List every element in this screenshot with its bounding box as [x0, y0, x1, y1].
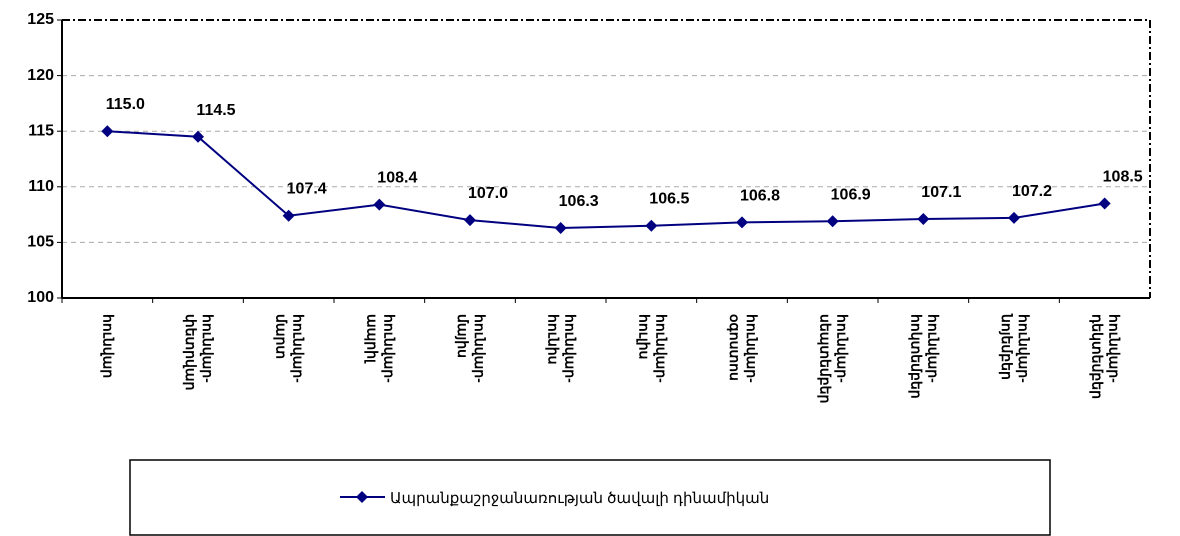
- legend-marker: [356, 491, 368, 503]
- value-label: 106.9: [831, 186, 871, 203]
- value-label: 108.4: [377, 170, 417, 187]
- x-tick-label-line: ապրիլ: [363, 314, 380, 364]
- x-tick-label-line: սեպտեմբեր: [817, 314, 834, 403]
- value-label: 106.5: [649, 191, 689, 208]
- value-label: 107.4: [287, 181, 327, 198]
- x-tick-label-line: հունվար-: [924, 314, 941, 383]
- x-tick-label-line: հունվար-: [562, 314, 579, 383]
- x-tick-label-line: մայիս: [454, 314, 471, 358]
- legend-box: [129, 459, 1051, 536]
- value-label: 108.5: [1103, 168, 1143, 185]
- x-tick-label: հունվար-ապրիլ: [363, 314, 397, 383]
- x-tick-label: հունվար: [99, 314, 116, 378]
- x-tick-label-line: մարտ: [273, 314, 290, 359]
- y-tick-label: 105: [27, 234, 54, 251]
- value-label: 115.0: [106, 96, 145, 113]
- x-tick-label-line: հունվար-: [290, 314, 307, 383]
- y-tick-label: 125: [27, 11, 54, 28]
- value-label: 107.1: [921, 184, 961, 201]
- marker: [1008, 211, 1020, 224]
- x-tick-label: հունվար-մայիս: [454, 314, 488, 383]
- marker: [1098, 197, 1111, 210]
- x-tick-label-line: նոյեմբեր: [998, 313, 1015, 380]
- value-label: 107.0: [468, 185, 508, 202]
- legend-label: Ապրանքաշրջանառության ծավալի դինամիկան: [390, 490, 769, 507]
- x-tick-label: հունվար-հունիս: [545, 314, 579, 383]
- x-tick-label: հունվար-դեկտեմբեր: [1089, 314, 1123, 399]
- marker: [373, 198, 386, 211]
- value-label: 107.2: [1012, 183, 1052, 200]
- x-tick-label-line: հուլիս: [635, 314, 652, 359]
- y-tick-label: 110: [28, 178, 54, 195]
- value-label: 106.3: [559, 193, 599, 210]
- marker: [917, 213, 930, 226]
- x-tick-label: հունվար-նոյեմբեր: [998, 313, 1032, 383]
- x-tick-label-line: հունվար-: [199, 314, 216, 383]
- x-tick-label-line: հունվար-: [1015, 314, 1032, 383]
- value-label: 106.8: [740, 187, 780, 204]
- marker: [101, 125, 114, 138]
- marker: [282, 209, 295, 222]
- marker: [736, 216, 748, 229]
- marker: [826, 215, 839, 228]
- x-tick-label-line: հունիս: [545, 314, 562, 364]
- x-tick-label: հունվար-մարտ: [273, 314, 307, 383]
- marker: [554, 221, 567, 234]
- x-tick-label-line: փետրվար: [182, 314, 199, 390]
- x-tick-label-line: հունվար-: [471, 314, 488, 383]
- y-tick-label: 115: [28, 122, 54, 139]
- x-tick-label-line: հունվար-: [743, 314, 760, 383]
- marker: [192, 130, 204, 143]
- y-tick-label: 100: [27, 289, 54, 306]
- marker: [464, 214, 476, 227]
- x-tick-label-line: հոկտեմբեր: [907, 314, 924, 399]
- marker: [645, 219, 658, 232]
- y-tick-label: 120: [27, 67, 54, 84]
- x-tick-label-line: հունվար-: [1106, 314, 1123, 383]
- x-tick-label: հունվար-հոկտեմբեր: [907, 314, 941, 399]
- x-tick-label-line: դեկտեմբեր: [1089, 314, 1106, 399]
- x-tick-label-line: հունվար-: [380, 314, 397, 383]
- x-tick-label: հունվար-փետրվար: [182, 314, 216, 390]
- x-tick-label: հունվար-սեպտեմբեր: [817, 314, 851, 403]
- x-tick-label-line: օգոստոս: [726, 314, 743, 381]
- x-tick-label-line: հունվար-: [834, 314, 851, 383]
- x-tick-label: հունվար-հուլիս: [635, 314, 669, 383]
- line: [107, 130, 1105, 229]
- value-label: 114.5: [196, 102, 235, 119]
- x-tick-label-line: հունվար-: [652, 314, 669, 383]
- x-tick-label: հունվար-օգոստոս: [726, 314, 760, 383]
